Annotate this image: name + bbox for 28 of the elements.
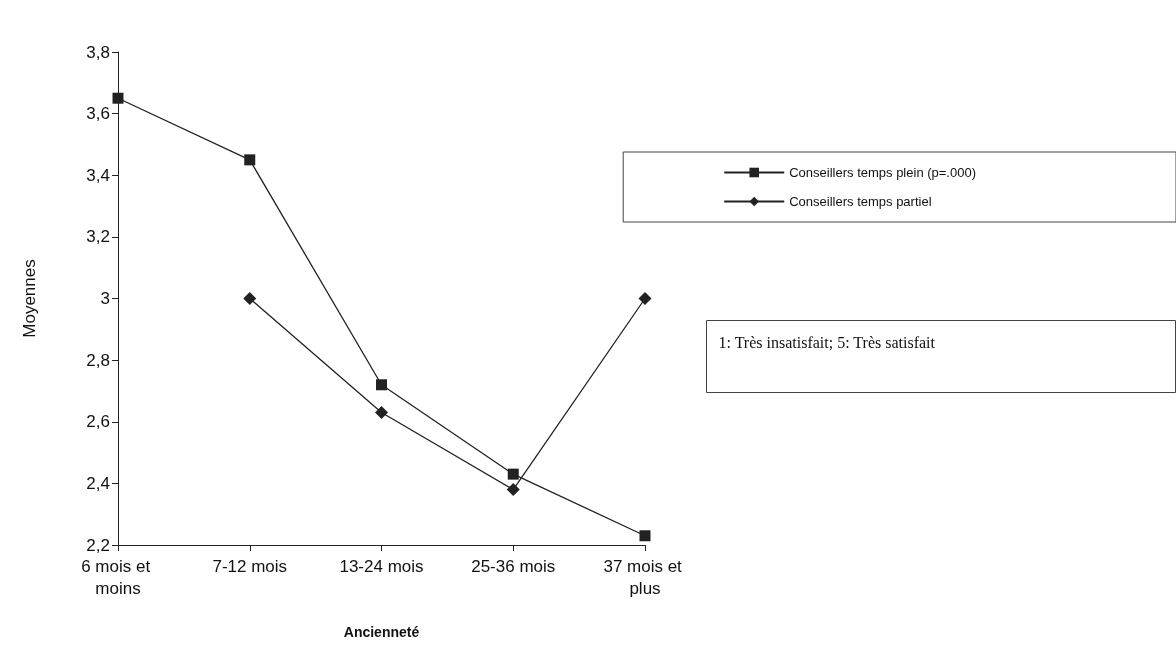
point: [376, 379, 387, 391]
y-tick-label: 3,4: [86, 165, 110, 185]
x-tick-label: 25-36 mois: [471, 556, 556, 576]
y-tick-label: 3,2: [86, 227, 110, 247]
point: [638, 292, 652, 305]
y-tick-label: 3: [100, 289, 110, 308]
y-tick-label: 2,2: [86, 535, 110, 555]
point: [639, 530, 651, 542]
y-tick-label: 2,6: [86, 412, 110, 432]
y-axis-title: Moyennes: [20, 259, 39, 338]
y-tick-label: 2,8: [86, 350, 110, 370]
point: [244, 154, 256, 166]
legend-label: Conseillers temps plein (p=.000): [789, 165, 977, 180]
point: [112, 92, 124, 104]
point: [507, 468, 519, 480]
x-axis-title: Ancienneté: [343, 624, 420, 640]
point: [243, 292, 257, 305]
y-tick-label: 3,8: [86, 42, 110, 62]
text: 1: Très insatisfait; 5: Très satisfait: [718, 334, 936, 351]
y-tick-label: 3,6: [86, 104, 110, 124]
point: [506, 483, 520, 497]
x-tick-label: 13-24 mois: [339, 556, 424, 576]
x-tick-label: 7-12 mois: [212, 556, 288, 576]
y-tick-label: 2,4: [86, 473, 110, 493]
x-tick-label: 6 mois et moins: [81, 556, 155, 598]
point: [375, 406, 388, 420]
x-tick-label: 37 mois et plus: [603, 556, 687, 598]
legend-label: Conseillers temps partiel: [789, 194, 932, 209]
